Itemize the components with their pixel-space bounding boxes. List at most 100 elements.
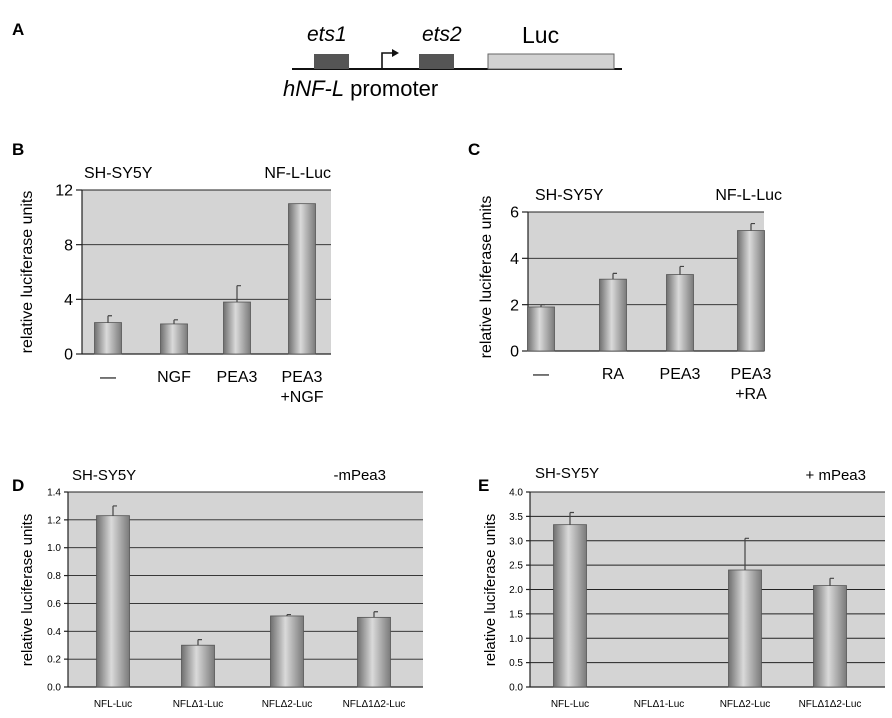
panel-e-ytick-label: 3.5	[509, 512, 523, 523]
panel-c-error-bar	[679, 265, 684, 275]
panel-e-ytick-label: 4.0	[509, 488, 523, 499]
panel-d-ytick-label: 1.2	[47, 515, 61, 526]
panel-e-bar	[813, 585, 847, 688]
panel-d-ytick-label: 1.0	[47, 543, 61, 554]
panel-d-error-bar	[373, 611, 378, 618]
panel-c-category-label: RA	[602, 366, 625, 383]
luc-box	[487, 53, 615, 70]
panel-b-error-bar	[107, 315, 112, 323]
panel-e-ytick-label: 0.5	[509, 658, 523, 669]
panel-d-ytick-label: 0.4	[47, 627, 61, 638]
panel-b-category-label: —	[100, 369, 116, 386]
promoter-caption: hNF-L promoter	[283, 76, 438, 101]
panel-c-letter: C	[468, 140, 480, 159]
panel-c-category-label: PEA3	[660, 366, 701, 383]
panel-b-cell-line: SH-SY5Y	[84, 165, 153, 182]
panel-c-bar	[666, 274, 694, 352]
panel-d-letter: D	[12, 476, 24, 495]
panel-e-letter: E	[478, 476, 489, 495]
panel-d-error-bar	[112, 505, 117, 516]
panel-c-plot-area	[528, 212, 764, 351]
panel-e-bar	[728, 569, 762, 688]
panel-b-bar	[288, 203, 316, 355]
panel-e-ytick-label: 1.0	[509, 634, 523, 645]
panel-e-error-bar	[829, 577, 834, 586]
panel-d-bar	[181, 644, 215, 688]
panel-e-y-axis-label: relative luciferase units	[482, 514, 499, 667]
panel-d-chart: D 0.0 0.2 0.4 0.6 0.8 1.0 1.2 1.4 NFL-Luc NFLΔ1-Lu…	[12, 467, 423, 710]
panel-a: A ets1 ets2 Luc hNF-L promoter	[12, 20, 622, 101]
panel-d-error-bar	[286, 613, 291, 616]
panel-b-error-bar	[173, 319, 178, 324]
panel-e-reporter-label: + mPea3	[806, 467, 866, 484]
panel-e-category-label: NFLΔ1-Luc	[634, 699, 685, 710]
panel-c-ytick-label: 4	[510, 251, 519, 268]
promoter-gene: hNF-L	[283, 76, 344, 101]
panel-c-error-bar	[540, 304, 545, 307]
panel-c-error-bar	[750, 222, 755, 231]
ets1-label: ets1	[307, 23, 347, 46]
panel-e-bar	[553, 524, 587, 688]
panel-e-ytick-label: 3.0	[509, 536, 523, 547]
panel-e-chart: E 0.0 0.5 1.0 1.5 2.0 2.5 3.0 3.5 4.0 NFL-Luc NFLΔ1…	[478, 465, 885, 710]
panel-e-ytick-label: 1.5	[509, 609, 523, 620]
panel-a-letter: A	[12, 20, 24, 39]
panel-e-category-label: NFLΔ1Δ2-Luc	[799, 699, 862, 710]
panel-d-ytick-label: 0.6	[47, 599, 61, 610]
panel-b-ytick-label: 12	[55, 183, 73, 200]
panel-b-category-label: NGF	[157, 369, 191, 386]
panel-b-ytick-label: 0	[64, 347, 73, 364]
panel-c-reporter-label: NF-L-Luc	[715, 187, 782, 204]
panel-b-ytick-label: 8	[64, 237, 73, 254]
panel-d-ytick-label: 1.4	[47, 488, 61, 499]
panel-d-cell-line: SH-SY5Y	[72, 467, 136, 484]
panel-e-ytick-label: 2.0	[509, 585, 523, 596]
panel-c-error-bar	[612, 272, 617, 280]
panel-b-letter: B	[12, 140, 24, 159]
panel-c-category-label: PEA3 +RA	[731, 366, 772, 403]
panel-b-bar	[160, 323, 188, 355]
ets2-label: ets2	[422, 23, 462, 46]
panel-e-ytick-label: 2.5	[509, 561, 523, 572]
panel-c-ytick-label: 6	[510, 205, 519, 222]
panel-c-bar	[527, 306, 555, 352]
panel-d-ytick-label: 0.8	[47, 571, 61, 582]
panel-d-bar	[357, 616, 391, 688]
tss-arrow-icon	[381, 52, 394, 68]
panel-d-category-label: NFLΔ1Δ2-Luc	[343, 699, 406, 710]
panel-b-bar	[223, 301, 251, 355]
panel-c-chart: C 0 2 4 6 — RA PEA3 PEA3 +RA SH-SY5Y NF-L-Luc relati…	[468, 140, 782, 403]
panel-e-error-bar	[744, 537, 749, 570]
panel-d-bar	[270, 615, 304, 688]
panel-c-category-label: —	[533, 366, 549, 383]
panel-e-ytick-label: 0.0	[509, 683, 523, 694]
panel-c-ytick-label: 2	[510, 297, 519, 314]
panel-b-ytick-label: 4	[64, 292, 73, 309]
ets2-box	[419, 54, 454, 69]
panel-d-y-axis-label: relative luciferase units	[19, 514, 36, 667]
panel-c-bar	[737, 230, 765, 352]
panel-c-bar	[599, 278, 627, 352]
panel-d-ytick-label: 0.0	[47, 683, 61, 694]
panel-d-bar	[96, 515, 130, 688]
luc-label: Luc	[522, 22, 559, 48]
ets1-box	[314, 54, 349, 69]
panel-d-error-bar	[197, 639, 202, 646]
panel-d-category-label: NFLΔ2-Luc	[262, 699, 313, 710]
panel-b-category-label: PEA3 +NGF	[280, 369, 323, 406]
panel-e-category-label: NFLΔ2-Luc	[720, 699, 771, 710]
promoter-word: promoter	[350, 76, 438, 101]
panel-d-ytick-label: 0.2	[47, 655, 61, 666]
panel-e-cell-line: SH-SY5Y	[535, 465, 599, 482]
panel-b-chart: B 0 4 8 12 — NGF PEA3 PEA3 +NGF SH-SY5Y NF-L-Luc rel…	[12, 140, 331, 406]
panel-c-y-axis-label: relative luciferase units	[478, 196, 495, 359]
panel-b-y-axis-label: relative luciferase units	[19, 191, 36, 354]
charts: B 0 4 8 12 — NGF PEA3 PEA3 +NGF SH-SY5Y NF-L-Luc rel…	[12, 140, 885, 710]
panel-e-error-bar	[569, 511, 574, 525]
tss-arrowhead-icon	[392, 49, 399, 57]
panel-b-category-label: PEA3	[217, 369, 258, 386]
panel-d-reporter-label: -mPea3	[333, 467, 386, 484]
panel-b-bar	[94, 322, 122, 355]
panel-b-error-bar	[236, 285, 241, 303]
